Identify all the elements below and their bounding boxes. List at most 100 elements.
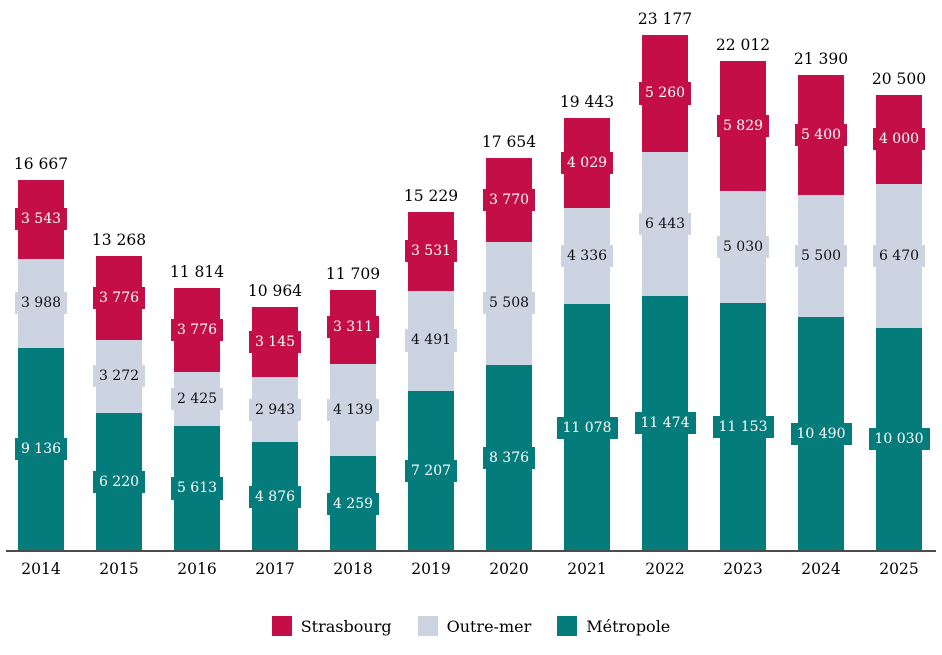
x-tick-label-2024: 2024 bbox=[801, 560, 841, 578]
x-tick-label-2019: 2019 bbox=[411, 560, 451, 578]
bar-segment-outre-mer-2016: 2 425 bbox=[170, 372, 224, 427]
bar-segment-outre-mer-2020: 5 508 bbox=[482, 241, 536, 365]
segment-value-label: 11 474 bbox=[634, 412, 696, 435]
bar-segment-outre-mer-2014: 3 988 bbox=[14, 258, 68, 348]
legend-label-strasbourg: Strasbourg bbox=[300, 616, 392, 636]
bar-segment-metropole-2016: 5 613 bbox=[170, 426, 224, 551]
legend-swatch-metropole bbox=[557, 616, 578, 636]
bar-segment-strasbourg-2019: 3 531 bbox=[404, 211, 458, 291]
legend-label-outre-mer: Outre-mer bbox=[446, 616, 532, 636]
bar-total-label: 22 012 bbox=[715, 35, 771, 54]
bar-segment-metropole-2020: 8 376 bbox=[482, 364, 536, 551]
x-axis-line bbox=[6, 550, 936, 552]
bar-total-label: 10 964 bbox=[247, 281, 303, 300]
x-tick-label-2017: 2017 bbox=[255, 560, 295, 578]
segment-value-label: 5 508 bbox=[482, 292, 536, 315]
bar-segment-outre-mer-2023: 5 030 bbox=[716, 190, 770, 303]
bar-segment-strasbourg-2017: 3 145 bbox=[248, 306, 302, 377]
segment-value-label: 11 153 bbox=[712, 415, 774, 438]
segment-value-label: 10 030 bbox=[868, 428, 930, 451]
bar-segment-outre-mer-2019: 4 491 bbox=[404, 290, 458, 391]
segment-value-label: 4 139 bbox=[326, 399, 380, 422]
bar-total-label: 21 390 bbox=[793, 49, 849, 68]
bar-total-label: 13 268 bbox=[91, 230, 147, 249]
bar-segment-metropole-2023: 11 153 bbox=[712, 302, 774, 551]
segment-value-label: 3 770 bbox=[482, 188, 536, 212]
segment-value-label: 5 613 bbox=[170, 477, 224, 500]
segment-value-label: 4 029 bbox=[560, 151, 614, 175]
bar-segment-metropole-2024: 10 490 bbox=[790, 317, 852, 551]
legend-label-metropole: Métropole bbox=[586, 616, 671, 636]
bar-segment-outre-mer-2022: 6 443 bbox=[638, 152, 692, 296]
bar-total-label: 23 177 bbox=[637, 10, 693, 28]
segment-value-label: 4 336 bbox=[560, 245, 614, 268]
x-tick-label-2020: 2020 bbox=[489, 560, 529, 578]
segment-value-label: 5 500 bbox=[794, 245, 848, 268]
legend-item-outre-mer: Outre-mer bbox=[417, 616, 532, 636]
segment-value-label: 6 443 bbox=[638, 212, 692, 235]
bar-total-label: 20 500 bbox=[871, 69, 927, 88]
bar-segment-strasbourg-2016: 3 776 bbox=[170, 287, 224, 373]
bar-segment-outre-mer-2018: 4 139 bbox=[326, 364, 380, 457]
x-tick-label-2022: 2022 bbox=[645, 560, 685, 578]
segment-value-label: 2 943 bbox=[248, 398, 302, 421]
segment-value-label: 6 470 bbox=[872, 244, 926, 267]
bar-segment-metropole-2017: 4 876 bbox=[248, 442, 302, 551]
segment-value-label: 7 207 bbox=[404, 459, 458, 482]
segment-value-label: 9 136 bbox=[14, 438, 68, 461]
bar-total-label: 17 654 bbox=[481, 132, 537, 151]
bar-total-label: 16 667 bbox=[13, 154, 69, 173]
segment-value-label: 4 000 bbox=[872, 128, 926, 151]
segment-value-label: 5 400 bbox=[794, 123, 848, 146]
bar-segment-strasbourg-2020: 3 770 bbox=[482, 157, 536, 242]
bar-segment-strasbourg-2015: 3 776 bbox=[92, 255, 146, 340]
x-tick-label-2014: 2014 bbox=[21, 560, 61, 578]
segment-value-label: 3 543 bbox=[14, 208, 68, 231]
segment-value-label: 11 078 bbox=[556, 416, 618, 439]
bar-segment-strasbourg-2018: 3 311 bbox=[326, 290, 380, 365]
x-tick-label-2018: 2018 bbox=[333, 560, 373, 578]
bar-segment-strasbourg-2025: 4 000 bbox=[872, 94, 926, 184]
bar-total-label: 11 709 bbox=[325, 265, 381, 284]
bar-segment-outre-mer-2017: 2 943 bbox=[248, 376, 302, 443]
bar-segment-strasbourg-2021: 4 029 bbox=[560, 118, 614, 208]
bar-segment-metropole-2014: 9 136 bbox=[14, 347, 68, 551]
segment-value-label: 2 425 bbox=[170, 387, 224, 411]
bar-segment-strasbourg-2024: 5 400 bbox=[794, 74, 848, 196]
segment-value-label: 4 491 bbox=[404, 329, 458, 352]
segment-value-label: 3 311 bbox=[326, 316, 380, 339]
legend-item-strasbourg: Strasbourg bbox=[271, 616, 392, 636]
segment-value-label: 8 376 bbox=[482, 446, 536, 469]
x-tick-label-2021: 2021 bbox=[567, 560, 607, 578]
bar-total-label: 19 443 bbox=[559, 93, 615, 112]
segment-value-label: 3 988 bbox=[14, 292, 68, 315]
bar-segment-outre-mer-2015: 3 272 bbox=[92, 339, 146, 413]
bar-total-label: 15 229 bbox=[403, 186, 459, 205]
bar-segment-metropole-2018: 4 259 bbox=[326, 456, 380, 551]
x-tick-label-2015: 2015 bbox=[99, 560, 139, 578]
legend: Strasbourg Outre-mer Métropole bbox=[0, 616, 942, 636]
segment-value-label: 3 145 bbox=[248, 330, 302, 354]
bar-segment-metropole-2021: 11 078 bbox=[556, 304, 618, 551]
bar-segment-strasbourg-2014: 3 543 bbox=[14, 179, 68, 259]
bar-segment-metropole-2015: 6 220 bbox=[92, 412, 146, 551]
segment-value-label: 3 272 bbox=[92, 365, 146, 388]
segment-value-label: 4 876 bbox=[248, 485, 302, 508]
legend-swatch-strasbourg bbox=[271, 616, 292, 636]
segment-value-label: 4 259 bbox=[326, 492, 380, 515]
bar-segment-metropole-2019: 7 207 bbox=[404, 390, 458, 551]
segment-value-label: 3 531 bbox=[404, 240, 458, 263]
bar-segment-outre-mer-2024: 5 500 bbox=[794, 195, 848, 318]
bar-segment-metropole-2025: 10 030 bbox=[868, 327, 930, 551]
x-tick-label-2025: 2025 bbox=[879, 560, 919, 578]
bar-segment-strasbourg-2023: 5 829 bbox=[716, 60, 770, 191]
bar-segment-strasbourg-2022: 5 260 bbox=[638, 35, 692, 153]
segment-value-label: 3 776 bbox=[92, 286, 146, 309]
legend-swatch-outre-mer bbox=[417, 616, 438, 636]
segment-value-label: 5 829 bbox=[716, 114, 770, 137]
segment-value-label: 10 490 bbox=[790, 423, 852, 446]
segment-value-label: 3 776 bbox=[170, 318, 224, 342]
segment-value-label: 6 220 bbox=[92, 470, 146, 493]
